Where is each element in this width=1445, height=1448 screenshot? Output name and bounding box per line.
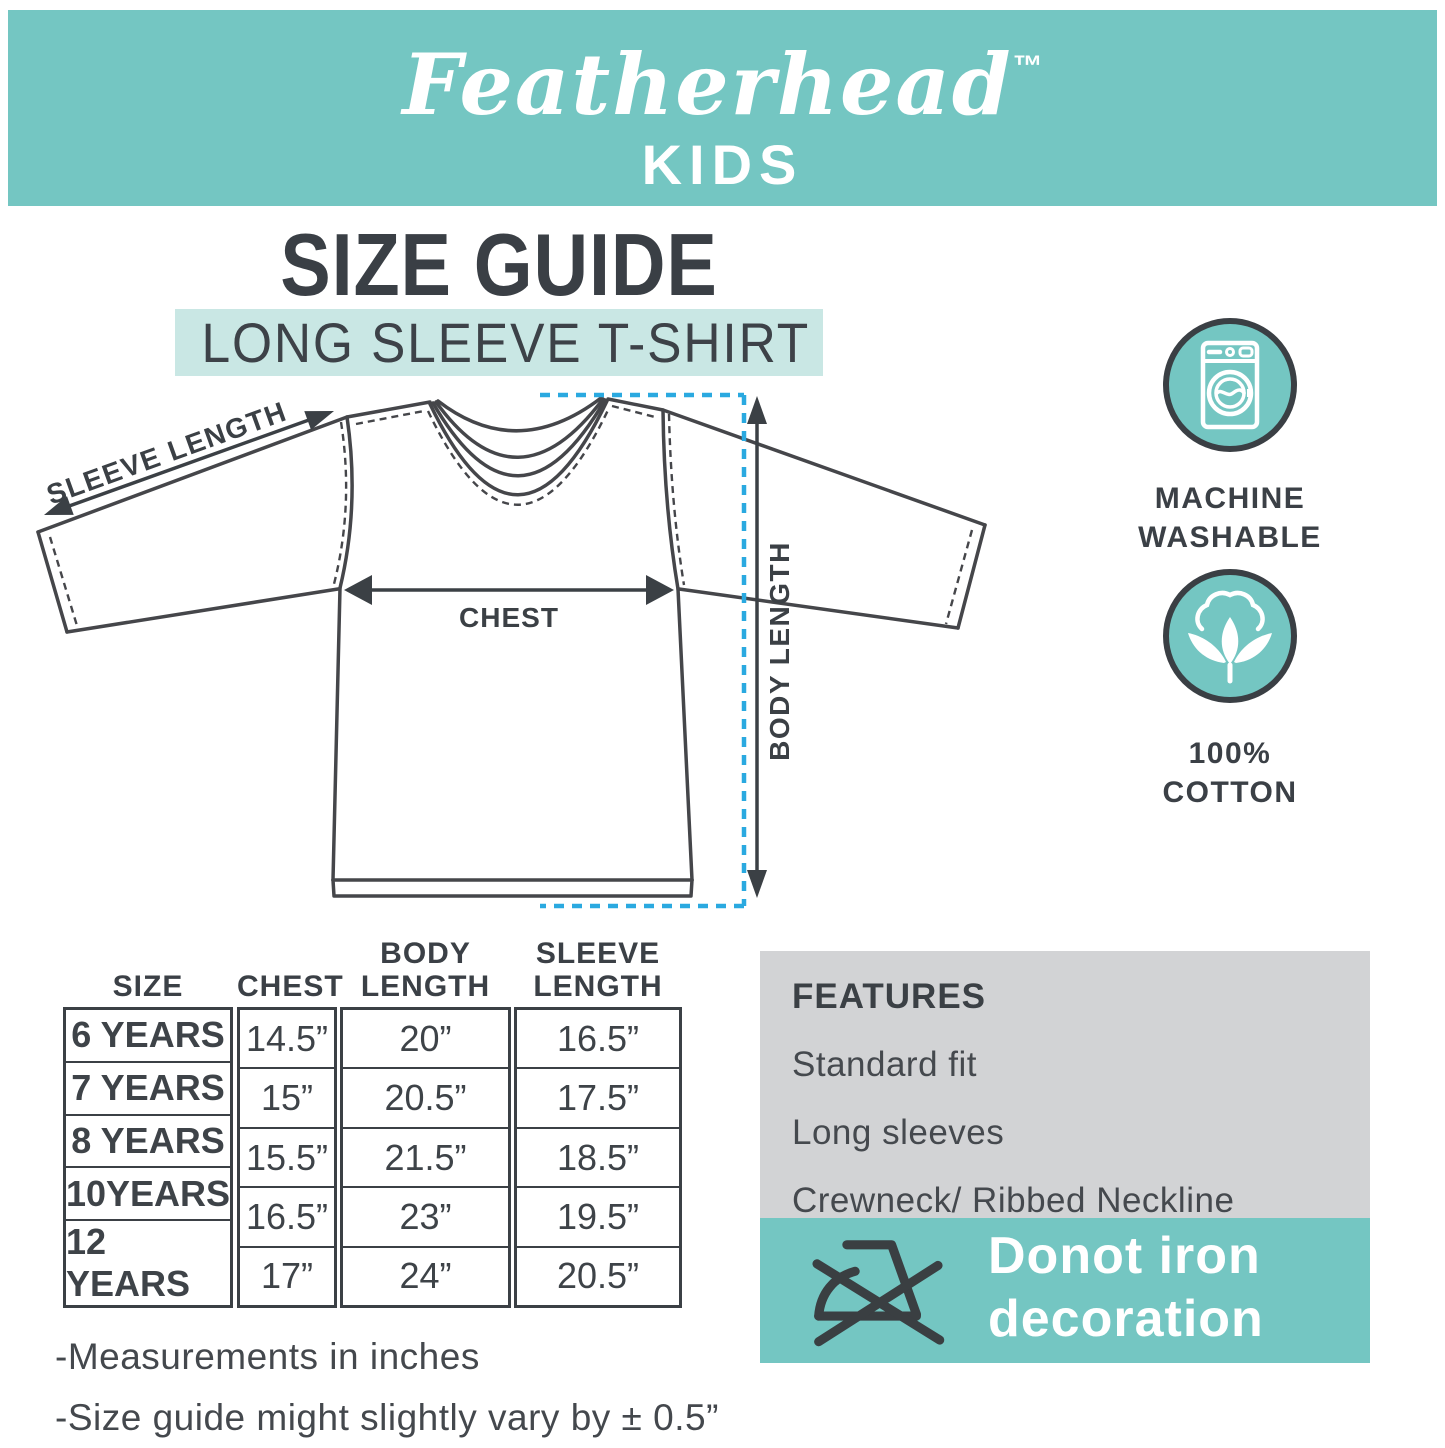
table-cell: 8 YEARS — [66, 1113, 230, 1167]
stitch-lines — [48, 404, 974, 630]
table-header-chest: CHEST — [237, 931, 344, 1003]
feature-item: Crewneck/ Ribbed Neckline — [792, 1181, 1235, 1220]
header-body-l2: LENGTH — [360, 970, 491, 1003]
tshirt-outline — [36, 396, 987, 898]
table-cell: 6 YEARS — [71, 1014, 225, 1056]
chest-arrow — [344, 575, 674, 605]
table-cell: 16.5” — [556, 1017, 640, 1059]
table-cell: 7 YEARS — [66, 1060, 230, 1114]
warning-line1: Donot iron — [988, 1227, 1261, 1285]
header-size-l2: SIZE — [112, 970, 184, 1003]
no-iron-icon — [812, 1240, 945, 1347]
machine-washable-line1: MACHINE — [1154, 482, 1306, 515]
table-header-body-length: BODY LENGTH — [340, 931, 511, 1003]
table-column-chest: 14.5” 15” 15.5” 16.5” 17” — [237, 1007, 337, 1308]
table-cell: 19.5” — [517, 1186, 679, 1245]
machine-washable-label: MACHINE WASHABLE — [1080, 479, 1380, 557]
chest-label: CHEST — [459, 602, 559, 633]
header-sleeve-l1: SLEEVE — [535, 937, 661, 970]
table-cell: 23” — [343, 1186, 508, 1245]
table-cell: 17.5” — [517, 1067, 679, 1126]
table-cell: 20.5” — [517, 1245, 679, 1305]
warning-line2: decoration — [988, 1290, 1264, 1348]
header-chest-l2: CHEST — [237, 970, 344, 1003]
feature-item: Standard fit — [792, 1045, 977, 1084]
tshirt-silhouette — [38, 399, 985, 896]
body-length-arrow — [747, 396, 767, 898]
page-title: SIZE GUIDE — [280, 215, 718, 314]
subtitle-band: LONG SLEEVE T-SHIRT — [175, 309, 823, 376]
table-cell: 17” — [240, 1245, 334, 1305]
machine-washable-line2: WASHABLE — [1138, 521, 1322, 554]
cotton-line1: 100% — [1188, 737, 1272, 770]
table-cell: 24” — [343, 1245, 508, 1305]
table-column-size: 6 YEARS 7 YEARS 8 YEARS 10YEARS 12 YEARS — [63, 1007, 233, 1308]
table-column-body-length: 20” 20.5” 21.5” 23” 24” — [340, 1007, 511, 1308]
cotton-label: 100% COTTON — [1080, 734, 1380, 812]
cotton-line2: COTTON — [1162, 776, 1298, 809]
washing-machine-icon — [1163, 318, 1297, 452]
table-cell: 16.5” — [240, 1186, 334, 1245]
tshirt-diagram: CHEST SLEEVE LENGTH BODY LENGTH — [36, 392, 987, 909]
table-cell: 18.5” — [517, 1126, 679, 1186]
table-header-size: SIZE — [63, 931, 233, 1003]
header-body-l1: BODY — [380, 937, 471, 970]
table-cell: 15” — [240, 1067, 334, 1126]
notes: -Measurements in inches -Size guide migh… — [55, 1326, 755, 1448]
features-box: FEATURES Standard fit Long sleeves Crewn… — [760, 951, 1370, 1220]
note-measurements: -Measurements in inches — [55, 1336, 480, 1377]
table-cell: 12 YEARS — [66, 1219, 230, 1305]
brand-banner: Featherhead™ KIDS — [8, 10, 1437, 206]
table-cell: 14.5” — [245, 1017, 329, 1059]
brand-sub-kids: KIDS — [641, 133, 804, 196]
features-title: FEATURES — [792, 977, 987, 1016]
cotton-flower-icon — [1163, 569, 1297, 703]
warning-text: Donot iron decoration — [988, 1225, 1264, 1351]
sleeve-length-arrow — [44, 411, 334, 515]
brand-name-text: Featherhead — [402, 35, 1013, 134]
warning-box: Donot iron decoration — [760, 1218, 1370, 1363]
body-length-guides — [540, 392, 747, 909]
table-cell: 20” — [399, 1017, 452, 1059]
subtitle-text: LONG SLEEVE T-SHIRT — [201, 311, 811, 374]
body-length-label: BODY LENGTH — [764, 541, 795, 761]
table-header-sleeve-length: SLEEVE LENGTH — [514, 931, 682, 1003]
brand-name: Featherhead™ — [402, 21, 1042, 131]
header-sleeve-l2: LENGTH — [533, 970, 663, 1003]
table-cell: 21.5” — [343, 1126, 508, 1186]
table-cell: 15.5” — [240, 1126, 334, 1186]
feature-item: Long sleeves — [792, 1113, 1005, 1152]
table-cell: 20.5” — [343, 1067, 508, 1126]
trademark-symbol: ™ — [1012, 50, 1043, 83]
table-column-sleeve-length: 16.5” 17.5” 18.5” 19.5” 20.5” — [514, 1007, 682, 1308]
table-cell: 10YEARS — [66, 1166, 230, 1219]
note-variance: -Size guide might slightly vary by ± 0.5… — [55, 1397, 719, 1438]
